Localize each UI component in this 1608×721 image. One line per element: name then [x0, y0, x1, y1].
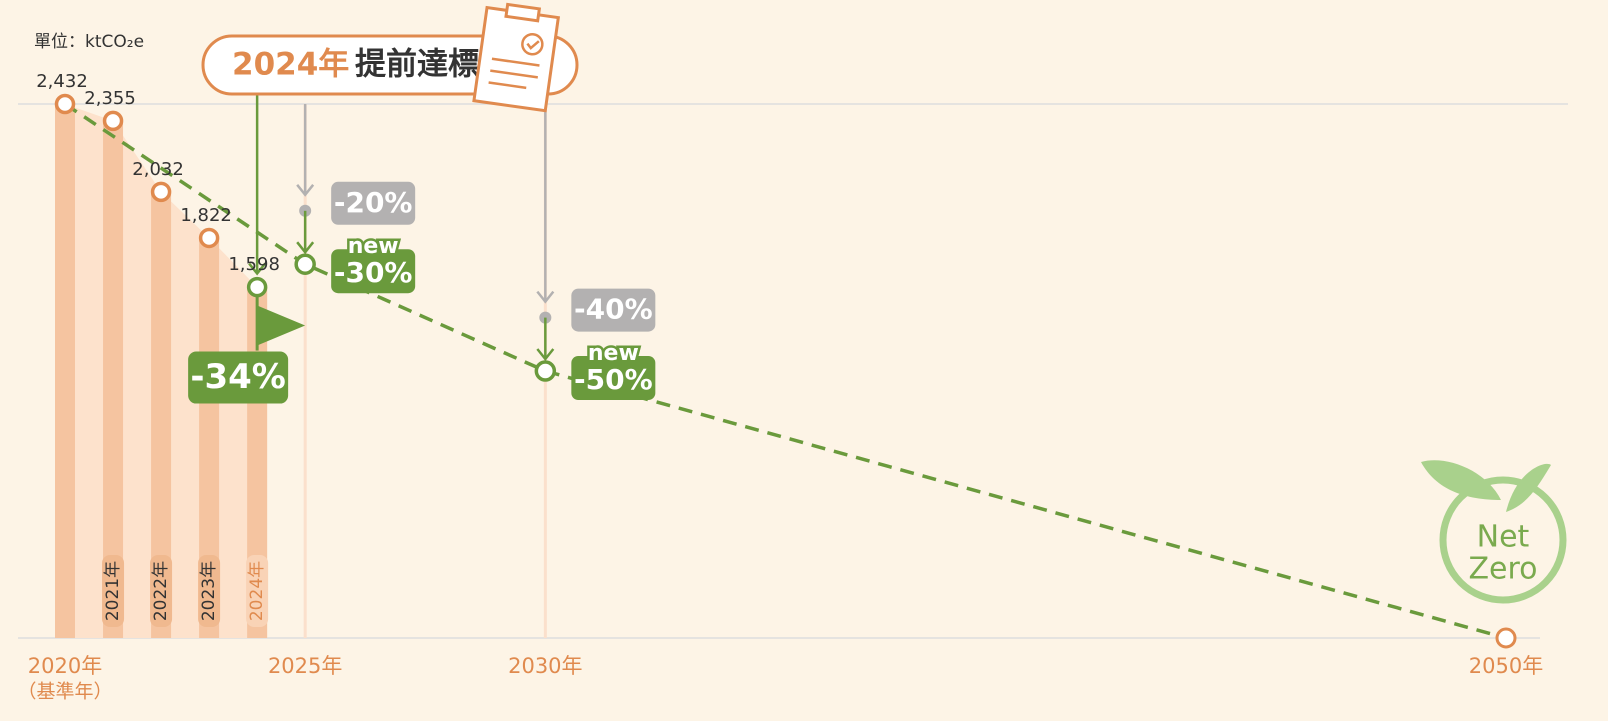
new-label: -50% — [574, 363, 653, 396]
new-point — [294, 253, 316, 275]
leaf — [1506, 463, 1551, 512]
value-label: 1,598 — [228, 254, 280, 275]
bar-label-bg — [198, 555, 221, 627]
bar-label: 2021年 — [103, 561, 123, 621]
bar-label-bg — [102, 555, 125, 627]
leaf — [1421, 460, 1501, 500]
point — [54, 93, 76, 115]
new-box — [571, 356, 656, 400]
new-label: -30% — [334, 256, 413, 289]
flag — [257, 305, 306, 346]
value-label: 2,432 — [36, 71, 88, 92]
bar-label-bg — [150, 555, 173, 627]
old-label: -40% — [574, 293, 653, 326]
new-tag: new — [588, 341, 639, 366]
arrow-head — [296, 241, 315, 255]
point — [150, 181, 172, 203]
arrow-head — [296, 184, 315, 197]
arrow-head — [536, 290, 555, 304]
bar — [199, 237, 220, 638]
bar — [151, 191, 172, 638]
arrow-head — [248, 262, 267, 276]
bar-label-bg — [246, 555, 269, 627]
bar-label: 2023年 — [199, 561, 219, 621]
bar-label: 2022年 — [151, 561, 171, 621]
x-tick-label: 2020年 — [28, 654, 102, 678]
clipboard-icon — [472, 2, 561, 113]
x-tick-label: 2025年 — [268, 654, 342, 678]
target-line — [64, 102, 1507, 640]
arrow-head — [536, 348, 555, 362]
bar — [55, 104, 75, 638]
banner-year: 2024年 — [232, 47, 349, 83]
x-tick-label: 2050年 — [1469, 654, 1543, 678]
point — [246, 276, 268, 298]
goal-point — [1495, 627, 1517, 649]
value-label: 1,822 — [180, 205, 232, 226]
old-box — [331, 181, 416, 225]
goal-label: Zero — [1468, 552, 1537, 587]
new-point — [534, 360, 557, 382]
x-tick-label: 2030年 — [508, 654, 582, 678]
value-label: 2,355 — [84, 88, 136, 109]
point — [198, 227, 220, 249]
point — [102, 110, 124, 132]
base-note: （基準年） — [17, 681, 112, 703]
unit-label: 單位：ktCO₂e — [34, 32, 144, 52]
bar — [103, 120, 124, 638]
banner: 2024年 提前達標 — [201, 2, 579, 113]
old-box — [571, 288, 656, 332]
old-label: -20% — [334, 186, 413, 219]
achieved-label: -34% — [190, 357, 286, 397]
achieved-box — [188, 351, 289, 404]
value-label: 2,032 — [132, 159, 184, 180]
goal-label: Net — [1477, 520, 1530, 555]
banner-text: 提前達標 — [355, 47, 479, 83]
new-tag: new — [348, 234, 399, 259]
goal-ring — [1439, 476, 1567, 604]
bar-label: 2024年 — [247, 561, 267, 621]
new-box — [331, 249, 416, 294]
